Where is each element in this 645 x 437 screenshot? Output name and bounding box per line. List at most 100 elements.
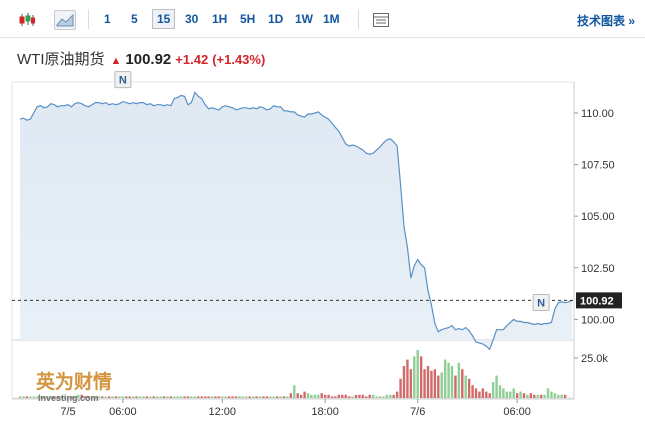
- volume-bar: [125, 396, 128, 398]
- y-tick-label: 102.50: [581, 263, 615, 275]
- volume-bar: [293, 385, 296, 398]
- timeframe-5[interactable]: 5: [131, 12, 138, 26]
- area-chart-icon[interactable]: [54, 10, 76, 30]
- volume-bar: [457, 362, 461, 398]
- volume-bar: [111, 396, 114, 398]
- volume-bar: [66, 396, 70, 398]
- volume-bar: [519, 391, 522, 398]
- volume-bar: [279, 396, 282, 398]
- volume-bar: [90, 396, 94, 398]
- news-marker-label: N: [537, 298, 545, 310]
- volume-bar: [563, 394, 567, 398]
- toolbar-divider: [88, 9, 89, 29]
- volume-bar: [104, 396, 107, 398]
- volume-bar: [437, 375, 440, 398]
- volume-bar: [488, 393, 491, 398]
- volume-bar: [522, 393, 526, 398]
- volume-bar: [474, 388, 478, 398]
- volume-bar: [481, 388, 485, 398]
- volume-bar: [454, 375, 457, 398]
- volume-bar: [138, 396, 142, 398]
- news-marker-label: N: [119, 75, 127, 87]
- volume-bar: [378, 396, 382, 398]
- candlestick-icon[interactable]: [16, 10, 38, 30]
- current-price-badge: [576, 292, 622, 309]
- price-chart[interactable]: 110.00 107.50 105.00 102.50 100.00 100.92 25.…: [0, 70, 645, 437]
- technical-chart-link[interactable]: 技术图表 »: [576, 14, 635, 28]
- x-tick-label: 7/5: [60, 406, 75, 418]
- instrument-name: WTI原油期货: [17, 51, 105, 68]
- volume-bar: [200, 396, 203, 398]
- volume-bar: [485, 391, 488, 398]
- y-tick-label: 100.00: [581, 314, 615, 326]
- volume-tick-label: 25.0k: [581, 353, 608, 365]
- volume-bar: [478, 391, 481, 398]
- volume-bar: [368, 394, 371, 398]
- volume-bar: [217, 396, 221, 398]
- volume-bar: [354, 394, 358, 398]
- volume-bar: [145, 396, 149, 398]
- x-tick-label: 12:00: [209, 406, 237, 418]
- volume-bar: [440, 372, 443, 398]
- volume-bar: [320, 393, 323, 398]
- volume-bar: [114, 396, 118, 398]
- volume-bar: [502, 388, 505, 398]
- x-tick-label: 06:00: [109, 406, 137, 418]
- volume-bar: [416, 350, 419, 398]
- volume-bar: [375, 396, 378, 398]
- volume-bar: [306, 393, 310, 398]
- volume-bar: [461, 369, 464, 398]
- volume-bar: [128, 396, 131, 398]
- timeframe-1d[interactable]: 1D: [268, 12, 284, 26]
- news-marker[interactable]: N: [114, 71, 132, 89]
- y-tick-label: 105.00: [581, 211, 615, 223]
- volume-bar: [87, 396, 90, 398]
- volume-bar: [289, 393, 293, 398]
- volume-bar: [491, 382, 495, 398]
- volume-bar: [83, 396, 87, 398]
- volume-bar: [203, 396, 207, 398]
- timeframe-1m[interactable]: 1M: [323, 12, 340, 26]
- volume-bar: [402, 366, 406, 398]
- news-marker-box: [114, 71, 132, 89]
- volume-bar: [341, 394, 344, 398]
- volume-bar: [495, 375, 498, 398]
- volume-bar: [255, 396, 258, 398]
- volume-bar: [512, 388, 515, 398]
- volume-bar: [550, 391, 553, 398]
- volume-bar: [155, 396, 159, 398]
- volume-bar: [358, 394, 361, 398]
- volume-bar: [179, 396, 183, 398]
- volume-bar: [63, 396, 66, 398]
- volume-bar: [426, 366, 430, 398]
- volume-bar: [347, 396, 351, 398]
- volume-bar: [272, 396, 275, 398]
- volume-bar: [533, 394, 536, 398]
- volume-bar: [515, 393, 519, 398]
- volume-bar: [186, 396, 190, 398]
- news-marker[interactable]: N: [532, 294, 550, 312]
- volume-bar: [173, 396, 176, 398]
- current-price-label: 100.92: [580, 295, 614, 307]
- volume-bar: [94, 396, 97, 398]
- table-icon[interactable]: [370, 10, 392, 30]
- volume-bar: [166, 396, 169, 398]
- volume-bar: [251, 396, 255, 398]
- volume-bar: [53, 396, 56, 398]
- timeframe-5h[interactable]: 5H: [240, 12, 256, 26]
- price-change-percent: (+1.43%): [212, 52, 266, 67]
- volume-bar: [152, 396, 155, 398]
- volume-bar: [327, 394, 330, 398]
- x-tick-label: 18:00: [311, 406, 339, 418]
- volume-bar: [193, 396, 197, 398]
- volume-bar: [443, 359, 447, 398]
- timeframe-1h[interactable]: 1H: [212, 12, 228, 26]
- price-area-fill: [20, 92, 572, 350]
- volume-bar: [557, 394, 560, 398]
- timeframe-30[interactable]: 30: [185, 12, 199, 26]
- timeframe-1[interactable]: 1: [104, 12, 111, 26]
- timeframe-1w[interactable]: 1W: [295, 12, 313, 26]
- timeframe-15[interactable]: 15: [152, 9, 176, 29]
- volume-bar: [423, 369, 426, 398]
- news-marker-box: [532, 294, 550, 312]
